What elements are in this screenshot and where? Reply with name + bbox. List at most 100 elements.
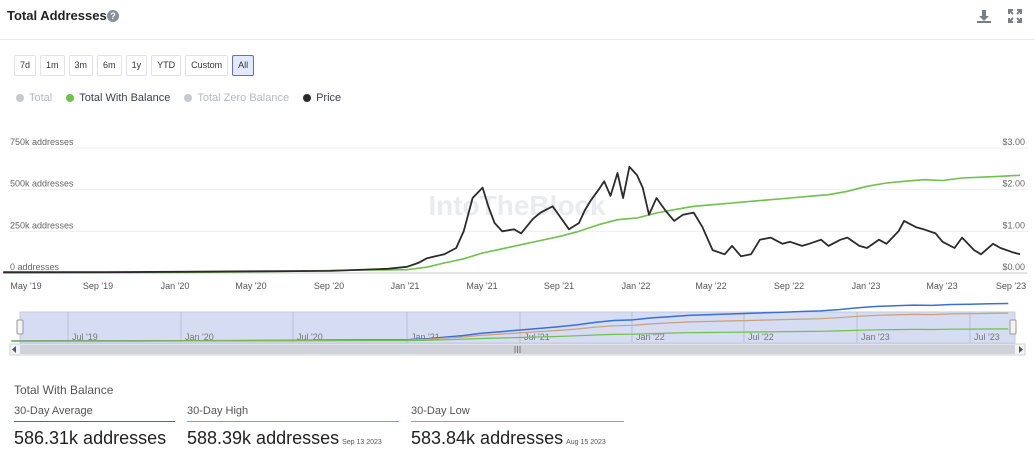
legend-dot-icon: [303, 94, 312, 102]
data-point: [732, 202, 733, 203]
scroll-right-icon[interactable]: [1019, 346, 1023, 353]
data-point: [859, 245, 860, 246]
range-button-all[interactable]: All: [232, 55, 255, 76]
data-point: [598, 224, 599, 225]
x-tick-label: May '22: [695, 281, 726, 291]
data-point: [770, 237, 771, 238]
data-point: [942, 180, 943, 181]
data-point: [665, 210, 666, 211]
data-point: [598, 189, 599, 190]
data-point: [808, 243, 809, 244]
data-point: [521, 244, 522, 245]
data-point: [494, 222, 495, 223]
data-point: [702, 227, 703, 228]
data-point: [693, 212, 694, 213]
data-point: [514, 229, 515, 230]
legend-item[interactable]: Total: [16, 92, 52, 104]
y-right-ticks: $0.00 $1.00 $2.00 $3.00: [1002, 137, 1025, 272]
data-point: [435, 256, 436, 257]
data-point: [540, 212, 541, 213]
data-point: [790, 241, 791, 242]
data-point: [808, 196, 809, 197]
data-point: [712, 250, 713, 251]
data-point: [426, 267, 427, 268]
data-point: [418, 262, 419, 263]
data-point: [532, 218, 533, 219]
y-right-tick-label: $1.00: [1002, 220, 1025, 230]
stats-title: Total With Balance: [14, 383, 114, 397]
data-point: [942, 241, 943, 242]
data-point: [552, 206, 553, 207]
x-tick-label: May '19: [10, 281, 41, 291]
data-point: [886, 182, 887, 183]
legend-item[interactable]: Total With Balance: [66, 92, 170, 104]
data-point: [980, 177, 981, 178]
y-left-tick-label: 750k addresses: [10, 137, 74, 147]
data-point: [674, 220, 675, 221]
data-point: [642, 187, 643, 188]
legend-item[interactable]: Total Zero Balance: [184, 92, 289, 104]
data-point: [904, 181, 905, 182]
data-point: [878, 239, 879, 240]
data-point: [732, 245, 733, 246]
data-point: [1000, 247, 1001, 248]
data-point: [488, 206, 489, 207]
range-button-1y[interactable]: 1y: [125, 55, 148, 76]
y-left-tick-label: 250k addresses: [10, 220, 74, 230]
range-button-ytd[interactable]: YTD: [151, 55, 182, 76]
stat-value: 588.39k addresses Sep 13 2023: [187, 428, 382, 448]
data-point: [750, 254, 751, 255]
range-button-custom[interactable]: Custom: [185, 55, 229, 76]
navigator: Jul '19 Jan '20 Jul '20 Jan '21 Jul '21 Jan '…: [9, 302, 1026, 356]
data-point: [866, 186, 867, 187]
data-point: [923, 229, 924, 230]
scroll-left-icon[interactable]: [12, 346, 16, 353]
y-right-tick-label: $0.00: [1002, 262, 1025, 272]
data-point: [636, 175, 637, 176]
question-circle-icon[interactable]: ?: [107, 10, 119, 22]
data-point: [629, 166, 630, 167]
data-point: [456, 247, 457, 248]
range-button-3m[interactable]: 3m: [68, 55, 94, 76]
range-button-7d[interactable]: 7d: [14, 55, 37, 76]
data-point: [980, 254, 981, 255]
x-tick-label: Jan '20: [161, 281, 190, 291]
x-tick-label: Sep '23: [996, 281, 1026, 291]
stat-underline: [14, 421, 175, 422]
stat-high: 30-Day High 588.39k addresses Sep 13 2023: [187, 405, 399, 449]
data-point: [923, 179, 924, 180]
data-point: [406, 266, 407, 267]
data-point: [636, 217, 637, 218]
data-point: [604, 181, 605, 182]
stat-label: 30-Day Low: [411, 405, 470, 417]
data-point: [886, 243, 887, 244]
data-point: [463, 258, 464, 259]
range-button-1m[interactable]: 1m: [40, 55, 65, 76]
chart-header: Total Addresses ?: [0, 0, 1035, 40]
expand-icon[interactable]: [1007, 8, 1023, 24]
y-right-tick-label: $3.00: [1002, 137, 1025, 147]
data-point: [724, 254, 725, 255]
data-point: [521, 233, 522, 234]
navigator-handle[interactable]: [1009, 319, 1017, 335]
stats-panel: Total With Balance 30-Day Average 586.31…: [14, 383, 624, 448]
stat-average: 30-Day Average 586.31k addresses: [14, 405, 175, 449]
data-point: [482, 187, 483, 188]
y-left-ticks: 0 addresses 250k addresses 500k addresses 7…: [10, 137, 74, 272]
x-tick-label: Sep '20: [314, 281, 344, 291]
download-icon[interactable]: [976, 8, 992, 24]
data-point: [502, 248, 503, 249]
data-point: [898, 231, 899, 232]
navigator-handle[interactable]: [16, 319, 24, 335]
data-point: [682, 214, 683, 215]
legend-item[interactable]: Price: [303, 92, 341, 104]
data-point: [1020, 175, 1021, 176]
legend-dot-icon: [184, 94, 193, 102]
range-button-6m[interactable]: 6m: [97, 55, 122, 76]
data-point: [1012, 252, 1013, 253]
data-point: [802, 245, 803, 246]
scroll-grip-icon: [514, 346, 521, 353]
x-tick-label: Jan '22: [622, 281, 651, 291]
data-point: [3, 272, 4, 273]
y-left-tick-label: 0 addresses: [10, 262, 60, 272]
